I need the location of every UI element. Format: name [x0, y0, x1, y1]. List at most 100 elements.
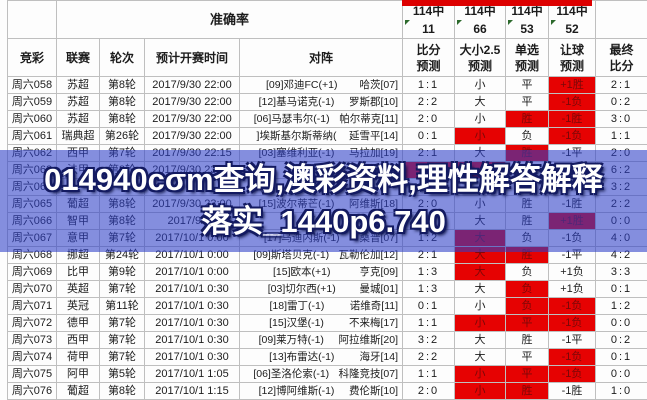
away-team: 科隆竞技[07] — [338, 368, 399, 380]
cell-league: 德甲 — [56, 314, 100, 332]
cell-start-time: 2017/9/30 22:00 — [144, 93, 240, 111]
cell-pick-prediction: 负 — [505, 280, 550, 298]
away-team: 帕尔蒂克[11] — [339, 113, 399, 125]
away-team: 诺维奇[11] — [349, 300, 399, 312]
home-team: [12]博阿维斯(-1) — [258, 385, 335, 397]
cell-league: 苏超 — [56, 110, 100, 128]
cell-pick-prediction: 胜 — [505, 110, 550, 128]
cell-round: 第7轮 — [99, 280, 145, 298]
table-row: 周六073 西甲 第7轮 2017/10/1 0:30 [09]莱万特(-1) … — [7, 331, 647, 349]
cell-league: 瑞典超 — [56, 127, 100, 145]
column-header-round: 轮次 — [99, 38, 145, 77]
cell-round: 第9轮 — [99, 263, 145, 281]
cell-match-id: 周六061 — [7, 127, 57, 145]
cell-league: 英超 — [56, 280, 100, 298]
cell-final-score: 3:0 — [595, 110, 647, 128]
cell-start-time: 2017/9/30 22:00 — [144, 127, 240, 145]
cell-start-time: 2017/10/1 0:30 — [144, 280, 240, 298]
cell-matchup: [15]汉堡(-1) 不来梅[17] — [238, 314, 404, 332]
cell-handicap-prediction: -1负 — [548, 127, 597, 145]
home-team: [03]切尔西(+1) — [267, 283, 336, 295]
column-header-start-time: 预计开赛时间 — [144, 38, 240, 77]
table-row: 周六058 苏超 第8轮 2017/9/30 22:00 [09]邓迪FC(+1… — [7, 76, 647, 94]
cell-score-prediction: 1:3 — [402, 280, 456, 298]
stat-cell-pick: 114中 53 — [505, 0, 550, 39]
cell-final-score: 0:1 — [595, 348, 647, 366]
cell-round: 第8轮 — [99, 93, 145, 111]
cell-pick-prediction: 负 — [505, 297, 550, 315]
column-header-pick-prediction: 单选 预测 — [505, 38, 550, 77]
cell-pick-prediction: 平 — [505, 76, 550, 94]
cell-score-prediction: 2:2 — [402, 348, 456, 366]
cell-final-score: 2:1 — [595, 76, 647, 94]
cell-score-prediction: 0:1 — [402, 127, 456, 145]
cell-start-time: 2017/9/30 22:00 — [144, 110, 240, 128]
cell-handicap-prediction: -1胜 — [548, 382, 597, 400]
cell-score-prediction: 2:2 — [402, 93, 456, 111]
cell-start-time: 2017/10/1 0:30 — [144, 348, 240, 366]
cell-league: 荷甲 — [56, 348, 100, 366]
empty-final-header-cell — [595, 0, 647, 39]
cell-final-score: 3:3 — [595, 263, 647, 281]
cell-league: 英冠 — [56, 297, 100, 315]
cell-start-time: 2017/9/30 22:00 — [144, 76, 240, 94]
cell-ou-prediction: 大 — [454, 93, 507, 111]
cell-match-id: 周六059 — [7, 93, 57, 111]
cell-matchup: [06]圣洛伦索(-1) 科隆竞技[07] — [238, 365, 404, 383]
cell-start-time: 2017/10/1 0:30 — [144, 331, 240, 349]
stat-cell-ou: 114中 66 — [454, 0, 507, 39]
watermark-overlay: 014940cσm查询,澳彩资料,理性解答解释 落实_1440p6.740 — [0, 150, 647, 252]
cell-matchup: [18]雷丁(-1) 诺维奇[11] — [238, 297, 404, 315]
cell-round: 第26轮 — [99, 127, 145, 145]
cell-matchup: ]埃斯基尔斯蒂纳( 延雪平[14] — [238, 127, 404, 145]
away-team: 亨克[09] — [359, 266, 399, 278]
cell-final-score: 0:0 — [595, 365, 647, 383]
cell-ou-prediction: 大 — [454, 331, 507, 349]
cell-matchup: [09]邓迪FC(+1) 哈茨[07] — [238, 76, 404, 94]
cell-league: 比甲 — [56, 263, 100, 281]
cell-ou-prediction: 小 — [454, 76, 507, 94]
stat-cell-handicap: 114中 52 — [548, 0, 597, 39]
column-header-match-id: 竞彩 — [7, 38, 57, 77]
home-team: [12]基马诺克(-1) — [258, 96, 335, 108]
flag-triangle-icon — [551, 20, 557, 25]
cell-ou-prediction: 小 — [454, 297, 507, 315]
cell-ou-prediction: 小 — [454, 365, 507, 383]
empty-corner-cell — [7, 0, 57, 39]
away-team: 海牙[14] — [359, 351, 399, 363]
home-team: [09]斯塔贝克(-1) — [253, 249, 330, 261]
cell-matchup: [03]切尔西(+1) 曼城[01] — [238, 280, 404, 298]
cell-round: 第11轮 — [99, 297, 145, 315]
cell-handicap-prediction: -1胜 — [548, 110, 597, 128]
away-team: 曼城[01] — [359, 283, 399, 295]
cell-score-prediction: 0:1 — [402, 297, 456, 315]
cell-league: 西甲 — [56, 331, 100, 349]
cell-round: 第5轮 — [99, 365, 145, 383]
cell-handicap-prediction: -1负 — [548, 348, 597, 366]
cell-match-id: 周六076 — [7, 382, 57, 400]
cell-match-id: 周六071 — [7, 297, 57, 315]
home-team: [09]莱万特(-1) — [258, 334, 324, 346]
column-header-league: 联赛 — [56, 38, 100, 77]
home-team: [13]布雷达(-1) — [269, 351, 335, 363]
cell-score-prediction: 3:2 — [402, 331, 456, 349]
cell-ou-prediction: 小 — [454, 314, 507, 332]
cell-pick-prediction: 平 — [505, 365, 550, 383]
cell-handicap-prediction: -1负 — [548, 93, 597, 111]
home-team: [15]欧本(+1) — [273, 266, 331, 278]
cell-score-prediction: 1:1 — [402, 314, 456, 332]
home-team: [15]汉堡(-1) — [269, 317, 324, 329]
cell-pick-prediction: 胜 — [505, 382, 550, 400]
home-team: [06]马瑟韦尔(-1) — [253, 113, 330, 125]
away-team: 延雪平[14] — [349, 130, 399, 142]
column-header-final-score: 最终 比分 — [595, 38, 647, 77]
table-row: 周六076 葡超 第8轮 2017/10/1 1:15 [12]博阿维斯(-1)… — [7, 382, 647, 400]
cell-round: 第7轮 — [99, 331, 145, 349]
cell-ou-prediction: 小 — [454, 127, 507, 145]
cell-round: 第8轮 — [99, 110, 145, 128]
cell-match-id: 周六060 — [7, 110, 57, 128]
cell-start-time: 2017/10/1 1:05 — [144, 365, 240, 383]
column-header-row: 竞彩 联赛 轮次 预计开赛时间 对阵 比分 预测 大小2.5 预测 单选 预测 … — [7, 38, 647, 77]
cell-final-score: 0:0 — [595, 314, 647, 332]
